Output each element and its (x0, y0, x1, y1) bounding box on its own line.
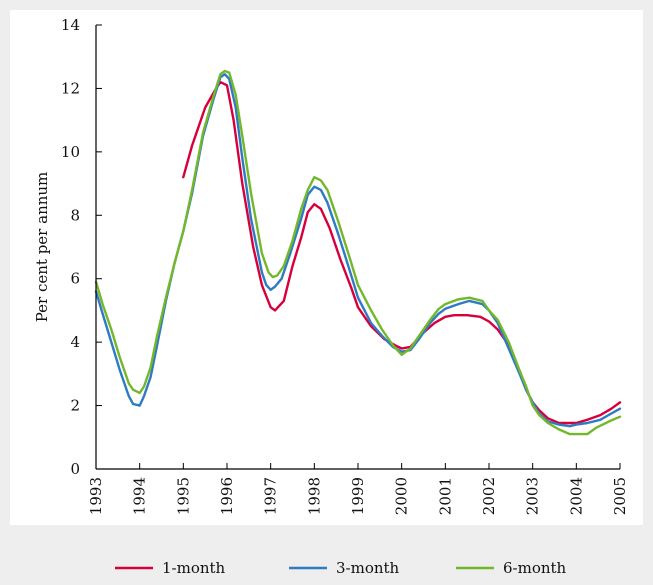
series-lines (94, 69, 622, 436)
x-tick-label: 2004 (567, 477, 585, 515)
legend: 1-month 3-month 6-month (115, 559, 567, 577)
x-tick-label: 2005 (611, 477, 629, 515)
x-tick-label: 1998 (305, 477, 323, 515)
legend-label: 1-month (162, 559, 226, 577)
legend-label: 3-month (336, 559, 400, 577)
y-axis-title: Per cent per annum (33, 172, 51, 323)
plot-background (10, 10, 643, 525)
x-tick-label: 2002 (480, 477, 498, 515)
x-tick-label: 1997 (262, 477, 280, 515)
plot-area (10, 10, 643, 525)
x-tick-label: 2001 (436, 477, 454, 515)
x-tick-label: 1993 (87, 477, 105, 515)
legend-label: 6-month (503, 559, 567, 577)
y-tick-label: 0 (70, 460, 80, 478)
x-tick-label: 1994 (131, 477, 149, 515)
y-tick-label: 6 (70, 270, 80, 288)
y-tick-label: 10 (61, 143, 80, 161)
series-line-6-month (94, 69, 622, 436)
y-tick-label: 12 (61, 79, 80, 97)
axes: 0 2 4 6 8 10 12 14 1993 1994 1995 1996 1997 1998 1999 2… (61, 16, 629, 515)
y-tick-label: 2 (70, 397, 80, 415)
y-tick-label: 8 (70, 206, 80, 224)
y-tick-label: 14 (61, 16, 80, 34)
x-tick-label: 1999 (349, 477, 367, 515)
x-tick-label: 1995 (174, 477, 192, 515)
x-tick-label: 2000 (393, 477, 411, 515)
x-tick-label: 1996 (218, 477, 236, 515)
y-tick-label: 4 (70, 333, 80, 351)
x-tick-label: 2003 (524, 477, 542, 515)
